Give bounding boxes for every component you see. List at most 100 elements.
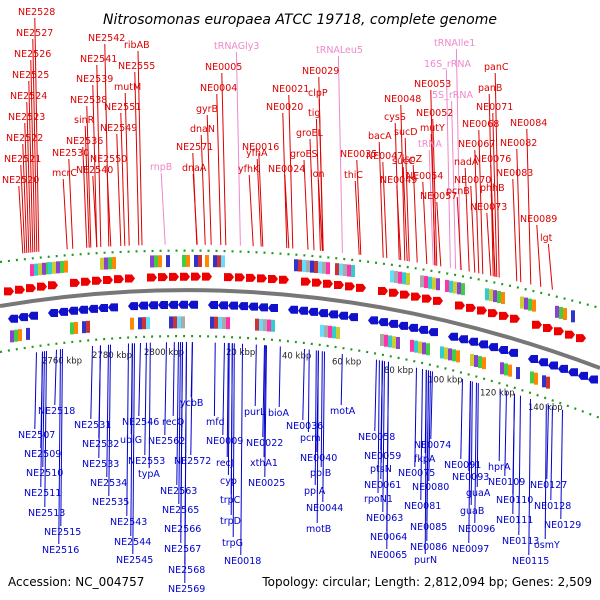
forward-labels: NE2528 NE2527 NE2526 NE2525 NE2524 NE2523 NE25… <box>2 7 557 244</box>
gene-label-dnan: dnaN <box>190 124 215 135</box>
forward-feature-block <box>116 256 120 269</box>
reverse-feature-block <box>456 350 460 363</box>
label-line-ne2538 <box>86 105 92 248</box>
reverse-feature-block <box>414 340 418 353</box>
label-line-gyrb <box>206 114 212 245</box>
label-line-ne2535 <box>108 344 111 497</box>
forward-feature-block <box>100 257 104 270</box>
gene-label-typa: typA <box>138 469 160 480</box>
gene-label-ribab: ribAB <box>124 40 150 51</box>
gene-label-ne2530: NE2530 <box>52 148 89 159</box>
forward-gene-arrow <box>48 281 58 290</box>
label-line-thic <box>354 180 360 255</box>
reverse-gene-arrow <box>248 302 258 311</box>
forward-feature-block <box>524 297 528 310</box>
reverse-gene-arrow <box>158 301 168 310</box>
forward-feature-block <box>52 261 56 274</box>
kbp-tick-20-kbp: 20 kbp <box>226 348 255 358</box>
forward-gene-arrow <box>301 277 311 286</box>
reverse-gene-arrow <box>208 301 218 310</box>
label-line-ne2555 <box>134 71 140 246</box>
reverse-feature-block <box>452 349 456 362</box>
label-line-ne2516 <box>58 349 61 545</box>
gene-label-ne0016: NE0016 <box>242 142 279 153</box>
label-line-panc <box>494 72 500 278</box>
forward-feature-block <box>60 260 64 273</box>
label-line-sinr <box>84 125 90 248</box>
label-line-ne2553 <box>144 342 147 456</box>
reverse-feature-block <box>226 317 230 330</box>
forward-feature-block <box>310 260 314 273</box>
forward-feature-block <box>339 263 343 276</box>
genome-backbone <box>0 288 600 370</box>
gene-label-ne0127: NE0127 <box>530 480 567 491</box>
label-line-trpd <box>230 343 233 516</box>
reverse-feature-block <box>169 316 173 329</box>
gene-label-ne2567: NE2567 <box>164 544 201 555</box>
label-line-muty <box>430 133 436 266</box>
forward-gene-arrow <box>455 301 465 310</box>
outer-tick-dots <box>0 249 600 310</box>
reverse-gene-arrow <box>88 304 98 313</box>
label-line-ne2551 <box>120 112 126 246</box>
forward-gene-arrow <box>92 276 102 285</box>
gene-label-ne2536: NE2536 <box>66 136 103 147</box>
gene-label-ne2532: NE2532 <box>82 439 119 450</box>
reverse-feature-block <box>14 329 18 342</box>
gene-label-ne2549: NE2549 <box>100 123 137 134</box>
reverse-feature-block <box>448 348 452 361</box>
label-line-clpp <box>318 98 324 251</box>
label-line-ne0054 <box>422 181 428 265</box>
reverse-gene-arrow <box>318 309 328 318</box>
gene-label-ne2511: NE2511 <box>24 488 61 499</box>
forward-feature-block <box>567 309 571 322</box>
gene-label-tig: tig <box>308 108 320 119</box>
label-line-ne0129 <box>560 409 563 520</box>
forward-gene-arrows <box>4 272 586 343</box>
gene-label-trna: tRNA <box>418 139 442 150</box>
gene-label-ne0115: NE0115 <box>512 556 549 567</box>
label-line-phhb <box>490 193 496 277</box>
label-line-ne0115 <box>528 398 531 556</box>
gene-label-rpon1: rpoN1 <box>364 494 393 505</box>
label-line-ne0068 <box>478 129 484 275</box>
reverse-gene-arrow <box>498 345 508 354</box>
label-line-ne2549 <box>116 133 122 246</box>
forward-feature-block <box>347 264 351 277</box>
forward-feature-block <box>461 283 465 296</box>
gene-label-ppib: ppiB <box>310 468 331 479</box>
reverse-gene-arrow <box>408 323 418 332</box>
label-line-ne2518 <box>54 349 57 406</box>
gene-label-ne0085: NE0085 <box>410 522 447 533</box>
gene-label-ne0113: NE0113 <box>502 536 539 547</box>
label-line-purn <box>424 369 427 555</box>
reverse-feature-block <box>444 347 448 360</box>
gene-label-ne2531: NE2531 <box>74 420 111 431</box>
gene-label-ne0086: NE0086 <box>410 542 447 553</box>
gene-label-ne0093: NE0093 <box>452 472 489 483</box>
gene-label-trpc: trpC <box>220 495 241 506</box>
forward-feature-block <box>217 255 221 268</box>
gene-label-ne2539: NE2539 <box>76 74 113 85</box>
gene-label-ne2526: NE2526 <box>14 49 51 60</box>
label-line-hpra <box>498 389 501 462</box>
gene-label-ne2507: NE2507 <box>18 430 55 441</box>
forward-feature-block <box>154 255 158 268</box>
reverse-feature-block <box>534 372 538 385</box>
reverse-gene-arrow <box>8 314 18 323</box>
kbp-tick-2780-kbp: 2780 kbp <box>92 351 132 361</box>
gene-label-ne0047: NE0047 <box>366 151 403 162</box>
reverse-feature-block <box>546 376 550 389</box>
gene-label-fkpa: fkpA <box>414 454 436 465</box>
label-line-ne2563 <box>176 342 179 486</box>
reverse-gene-arrow <box>538 358 548 367</box>
label-line-ne0052 <box>432 118 438 266</box>
gene-label-ne2569: NE2569 <box>168 584 205 595</box>
forward-gene-arrow <box>279 275 289 284</box>
label-line-ne0096 <box>474 382 477 524</box>
forward-feature-block <box>30 264 34 277</box>
label-line-guaa <box>476 383 479 488</box>
label-line-purl <box>254 344 257 407</box>
label-line-ne2521 <box>20 164 26 254</box>
